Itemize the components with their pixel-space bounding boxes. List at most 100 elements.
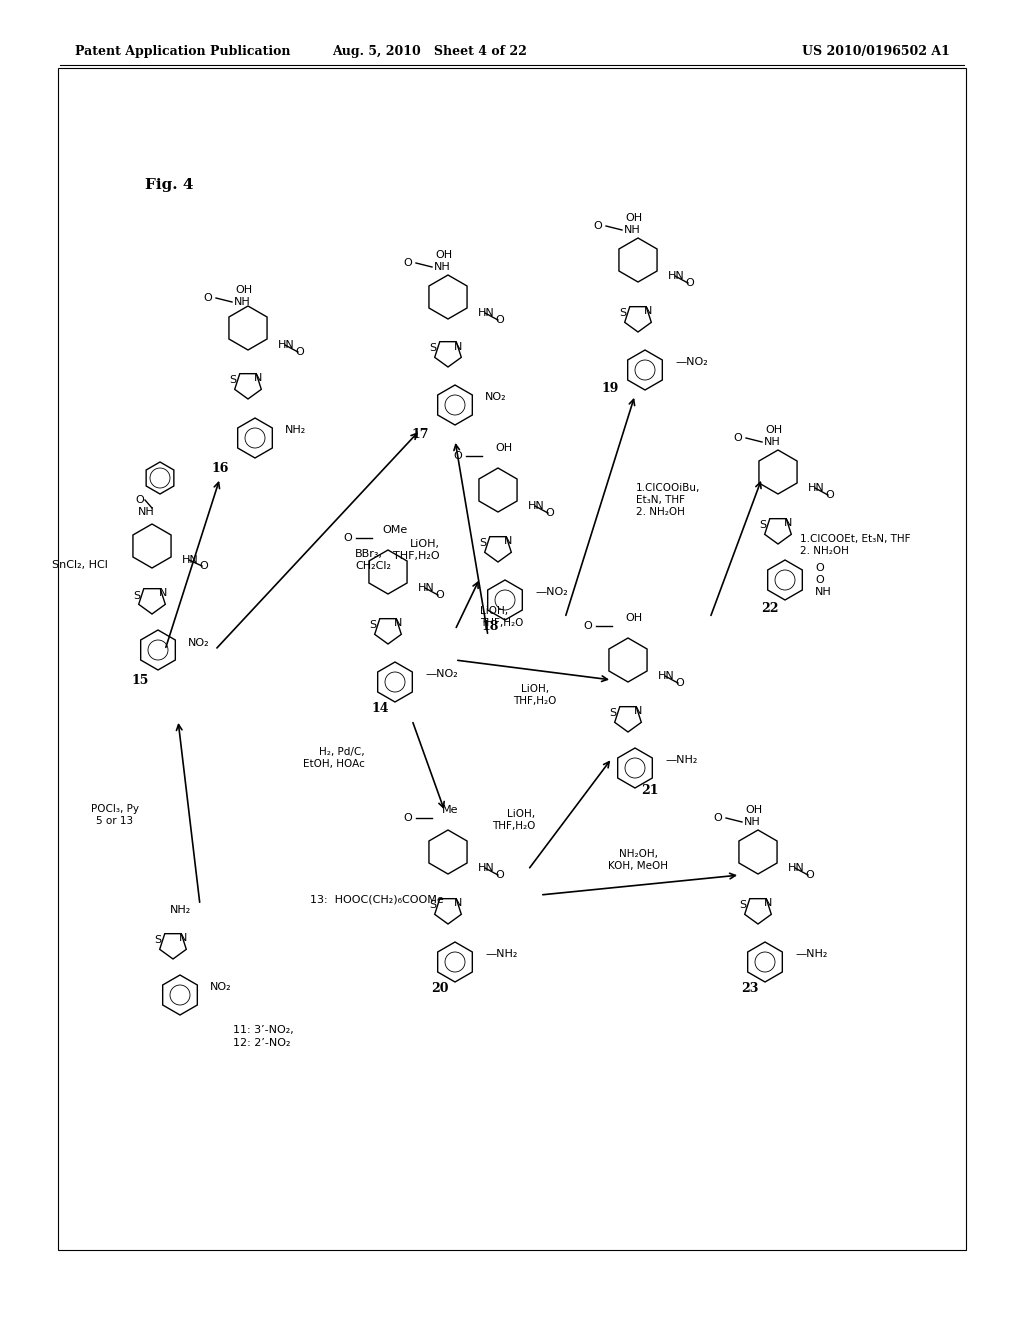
Text: POCl₃, Py
5 or 13: POCl₃, Py 5 or 13 xyxy=(91,804,139,826)
Text: S: S xyxy=(479,539,486,548)
Text: —NH₂: —NH₂ xyxy=(795,949,827,960)
Text: N: N xyxy=(454,898,462,908)
Text: BBr₃,
CH₂Cl₂: BBr₃, CH₂Cl₂ xyxy=(355,549,391,570)
Text: N: N xyxy=(454,342,462,352)
Text: O: O xyxy=(815,576,823,585)
Text: S: S xyxy=(620,308,627,318)
Text: NO₂: NO₂ xyxy=(210,982,231,993)
Text: 21: 21 xyxy=(641,784,658,796)
Text: NH: NH xyxy=(434,261,451,272)
Text: 13:  HOOC(CH₂)₆COOMe: 13: HOOC(CH₂)₆COOMe xyxy=(310,895,443,906)
Text: OMe: OMe xyxy=(382,525,408,535)
Text: S: S xyxy=(229,375,237,385)
Text: Me: Me xyxy=(442,805,459,814)
Text: Patent Application Publication: Patent Application Publication xyxy=(75,45,291,58)
Text: NH: NH xyxy=(744,817,761,828)
Text: NH: NH xyxy=(815,587,831,597)
Text: O: O xyxy=(403,257,413,268)
Text: NH₂: NH₂ xyxy=(285,425,306,436)
Text: HN: HN xyxy=(278,341,295,350)
Text: O: O xyxy=(676,678,684,688)
Text: —NH₂: —NH₂ xyxy=(665,755,697,766)
Text: —NO₂: —NO₂ xyxy=(675,356,708,367)
Text: —NH₂: —NH₂ xyxy=(485,949,517,960)
Text: N: N xyxy=(764,898,772,908)
Text: 19: 19 xyxy=(601,381,618,395)
Text: OH: OH xyxy=(745,805,762,814)
Text: H₂, Pd/C,
EtOH, HOAc: H₂, Pd/C, EtOH, HOAc xyxy=(303,747,365,768)
Text: N: N xyxy=(634,706,642,715)
Text: O: O xyxy=(454,451,463,461)
Text: O: O xyxy=(496,315,505,325)
Text: OH: OH xyxy=(495,444,512,453)
Text: O: O xyxy=(403,813,413,822)
Text: NH: NH xyxy=(234,297,251,308)
Text: 11: 3’-NO₂,: 11: 3’-NO₂, xyxy=(233,1026,294,1035)
Text: 1.ClCOOiBu,
Et₃N, THF
2. NH₂OH: 1.ClCOOiBu, Et₃N, THF 2. NH₂OH xyxy=(636,483,700,516)
Text: Fig. 4: Fig. 4 xyxy=(145,178,194,191)
Text: LiOH,
THF,H₂O: LiOH, THF,H₂O xyxy=(492,809,535,830)
Text: US 2010/0196502 A1: US 2010/0196502 A1 xyxy=(802,45,950,58)
Text: 20: 20 xyxy=(431,982,449,994)
Text: NH₂: NH₂ xyxy=(170,906,191,915)
Text: O: O xyxy=(714,813,722,822)
Text: HN: HN xyxy=(788,863,805,873)
Text: SnCl₂, HCl: SnCl₂, HCl xyxy=(52,560,108,570)
Text: S: S xyxy=(155,935,162,945)
Text: S: S xyxy=(609,708,616,718)
Text: 15: 15 xyxy=(131,673,148,686)
Text: 22: 22 xyxy=(761,602,778,615)
Text: O: O xyxy=(815,564,823,573)
Text: NH: NH xyxy=(624,224,641,235)
Text: OH: OH xyxy=(625,612,642,623)
Text: O: O xyxy=(435,590,444,601)
Text: OH: OH xyxy=(435,249,453,260)
Text: N: N xyxy=(644,306,652,315)
Text: —NO₂: —NO₂ xyxy=(535,587,567,597)
Text: HN: HN xyxy=(658,671,675,681)
Text: NH: NH xyxy=(764,437,780,447)
Text: 14: 14 xyxy=(372,701,389,714)
Text: N: N xyxy=(159,587,167,598)
Text: N: N xyxy=(254,374,262,383)
Text: O: O xyxy=(135,495,144,506)
Text: 17: 17 xyxy=(412,429,429,441)
Text: N: N xyxy=(179,933,187,942)
Text: Aug. 5, 2010   Sheet 4 of 22: Aug. 5, 2010 Sheet 4 of 22 xyxy=(333,45,527,58)
Text: HN: HN xyxy=(478,863,495,873)
Text: O: O xyxy=(806,870,814,880)
Text: N: N xyxy=(394,618,402,628)
Text: —NO₂: —NO₂ xyxy=(425,669,458,678)
Text: O: O xyxy=(496,870,505,880)
Text: 18: 18 xyxy=(481,619,499,632)
Text: NH₂OH,
KOH, MeOH: NH₂OH, KOH, MeOH xyxy=(608,849,668,871)
Text: O: O xyxy=(733,433,742,444)
Text: HN: HN xyxy=(478,308,495,318)
Text: HN: HN xyxy=(182,554,199,565)
Text: 1.ClCOOEt, Et₃N, THF
2. NH₂OH: 1.ClCOOEt, Et₃N, THF 2. NH₂OH xyxy=(800,535,910,556)
Text: O: O xyxy=(296,347,304,356)
Text: N: N xyxy=(504,536,512,546)
Text: HN: HN xyxy=(528,502,545,511)
Text: S: S xyxy=(429,343,436,352)
Text: O: O xyxy=(204,293,212,304)
Text: S: S xyxy=(760,520,767,531)
Text: NH: NH xyxy=(138,507,155,517)
Text: LiOH,
THF,H₂O: LiOH, THF,H₂O xyxy=(393,539,440,561)
Text: OH: OH xyxy=(625,213,642,223)
Text: O: O xyxy=(686,279,694,288)
Text: NO₂: NO₂ xyxy=(485,392,507,403)
Text: NO₂: NO₂ xyxy=(188,638,210,648)
Text: OH: OH xyxy=(765,425,782,436)
Text: 16: 16 xyxy=(211,462,228,474)
Text: O: O xyxy=(200,561,208,572)
Text: O: O xyxy=(825,490,835,500)
Text: N: N xyxy=(783,517,793,528)
Text: HN: HN xyxy=(668,271,685,281)
Text: LiOH,
THF,H₂O: LiOH, THF,H₂O xyxy=(480,606,523,628)
Text: O: O xyxy=(594,220,602,231)
Text: 23: 23 xyxy=(741,982,759,994)
Text: OH: OH xyxy=(234,285,252,294)
Text: 12: 2’-NO₂: 12: 2’-NO₂ xyxy=(233,1038,291,1048)
Text: O: O xyxy=(344,533,352,543)
